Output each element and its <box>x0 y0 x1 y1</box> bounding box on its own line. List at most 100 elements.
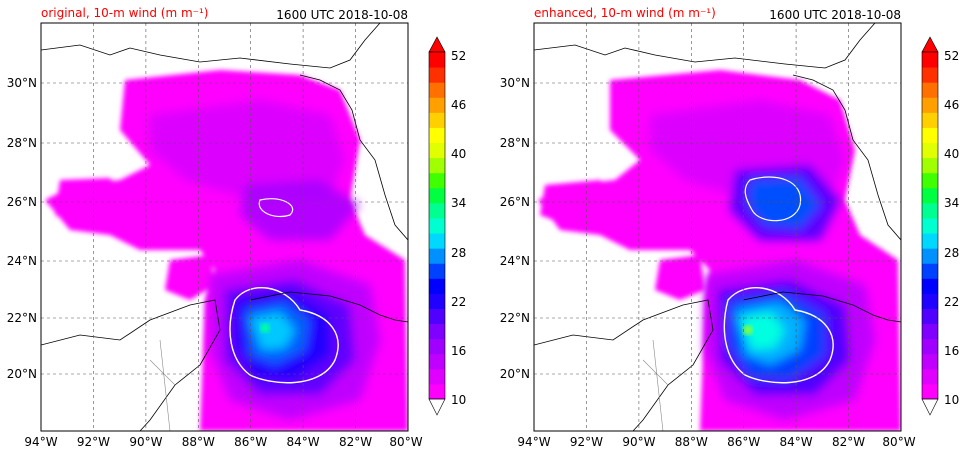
lat-tick-label: 28°N <box>7 136 37 150</box>
colorbar-tick-label: 34 <box>944 196 959 210</box>
lon-tick-label: 82°W <box>832 435 865 449</box>
colorbar-segment <box>922 293 938 309</box>
lon-tick-label: 84°W <box>780 435 813 449</box>
colorbar-segment <box>922 248 938 264</box>
colorbar-segment <box>429 127 445 144</box>
colorbar-extend-top <box>921 36 939 53</box>
colorbar-segment <box>429 353 445 370</box>
map-panel-enhanced: enhanced, 10-m wind (m m⁻¹) 1600 UTC 201… <box>500 6 960 449</box>
lon-tick-label: 90°W <box>622 435 655 449</box>
colorbar-segment <box>922 368 938 385</box>
wind-field-enhanced <box>534 23 901 431</box>
lon-tick-label: 84°W <box>287 435 320 449</box>
lon-tick-label: 80°W <box>882 435 915 449</box>
lat-labels-enhanced: 30°N 28°N 26°N 24°N 22°N 20°N <box>500 76 530 381</box>
lon-tick-label: 94°W <box>517 435 550 449</box>
colorbar-segment <box>429 248 445 264</box>
colorbar-tick-label: 10 <box>944 393 959 407</box>
colorbar-segment <box>922 263 938 279</box>
lon-tick-label: 80°W <box>389 435 422 449</box>
lon-labels-original: 94°W 92°W 90°W 88°W 86°W 84°W 82°W 80°W <box>24 435 422 449</box>
colorbar-original: 52 46 40 34 28 22 16 10 <box>428 36 466 416</box>
colorbar-segment <box>429 112 445 128</box>
colorbar-tick-label: 52 <box>451 49 466 63</box>
colorbar-tick-label: 16 <box>451 344 466 358</box>
colorbar-segment <box>429 202 445 219</box>
colorbar-tick-label: 46 <box>451 98 466 112</box>
colorbar-segment <box>922 353 938 370</box>
lon-tick-label: 86°W <box>727 435 760 449</box>
gridlines-original <box>41 23 408 431</box>
colorbar-tick-label: 40 <box>451 147 466 161</box>
colorbar-segment <box>429 172 445 189</box>
lat-tick-label: 22°N <box>500 311 530 325</box>
colorbar-segment <box>922 112 938 128</box>
lon-tick-label: 82°W <box>339 435 372 449</box>
lat-tick-label: 30°N <box>500 76 530 90</box>
colorbar-tick-label: 22 <box>944 295 959 309</box>
colorbar-tick-label: 34 <box>451 196 466 210</box>
colorbar-segment <box>429 157 445 174</box>
colorbar-segment <box>922 202 938 219</box>
lon-tick-label: 94°W <box>24 435 57 449</box>
colorbar-segment <box>922 278 938 294</box>
colorbar-segment <box>429 323 445 340</box>
colorbar-segment <box>429 338 445 355</box>
lat-tick-label: 26°N <box>500 195 530 209</box>
colorbar-segment <box>429 263 445 279</box>
colorbar-segment <box>922 157 938 174</box>
colorbar-segment <box>429 142 445 159</box>
colorbar-tick-label: 52 <box>944 49 959 63</box>
lat-tick-label: 20°N <box>7 367 37 381</box>
colorbar-tick-label: 28 <box>451 246 466 260</box>
colorbar-segment <box>922 187 938 204</box>
lon-tick-label: 92°W <box>570 435 603 449</box>
colorbar-segment <box>922 67 938 83</box>
colorbar-segment <box>429 187 445 204</box>
colorbar-extend-bottom <box>921 398 939 416</box>
lon-labels-enhanced: 94°W 92°W 90°W 88°W 86°W 84°W 82°W 80°W <box>517 435 915 449</box>
lon-tick-label: 88°W <box>675 435 708 449</box>
colorbar-tick-label: 22 <box>451 295 466 309</box>
map-frame-original <box>40 22 409 432</box>
lat-tick-label: 26°N <box>7 195 37 209</box>
colorbar-segment <box>429 383 445 400</box>
colorbar-segment <box>922 323 938 340</box>
colorbar-segment <box>429 293 445 309</box>
colorbar-enhanced: 52 46 40 34 28 22 16 10 <box>921 36 959 416</box>
lon-tick-label: 90°W <box>129 435 162 449</box>
lat-tick-label: 24°N <box>7 254 37 268</box>
lon-tick-label: 88°W <box>182 435 215 449</box>
colorbar-segment <box>922 82 938 98</box>
lat-tick-label: 30°N <box>7 76 37 90</box>
colorbar-segment <box>922 97 938 113</box>
wind-field-original <box>41 23 408 431</box>
colorbar-segment <box>922 127 938 144</box>
colorbar-segment <box>922 338 938 355</box>
colorbar-segment <box>429 52 445 68</box>
colorbar-tick-label: 46 <box>944 98 959 112</box>
colorbar-segment <box>429 308 445 325</box>
lat-tick-label: 22°N <box>7 311 37 325</box>
colorbar-segment <box>922 217 938 234</box>
panel-title-enhanced: enhanced, 10-m wind (m m⁻¹) <box>534 6 716 20</box>
lon-tick-label: 86°W <box>234 435 267 449</box>
colorbar-segment <box>429 278 445 294</box>
colorbar-segment <box>922 233 938 249</box>
panel-title-original: original, 10-m wind (m m⁻¹) <box>41 6 208 20</box>
lat-tick-label: 28°N <box>500 136 530 150</box>
panel-time-original: 1600 UTC 2018-10-08 <box>276 8 408 22</box>
colorbar-segment <box>429 97 445 113</box>
map-frame-enhanced <box>533 22 902 432</box>
lat-labels-original: 30°N 28°N 26°N 24°N 22°N 20°N <box>7 76 37 381</box>
colorbar-segment <box>429 82 445 98</box>
colorbar-segment <box>429 67 445 83</box>
colorbar-extend-top <box>428 36 446 53</box>
colorbar-tick-label: 10 <box>451 393 466 407</box>
lat-tick-label: 20°N <box>500 367 530 381</box>
colorbar-segment <box>429 233 445 249</box>
colorbar-extend-bottom <box>428 398 446 416</box>
colorbar-segment <box>429 368 445 385</box>
colorbar-tick-label: 16 <box>944 344 959 358</box>
colorbar-tick-label: 40 <box>944 147 959 161</box>
